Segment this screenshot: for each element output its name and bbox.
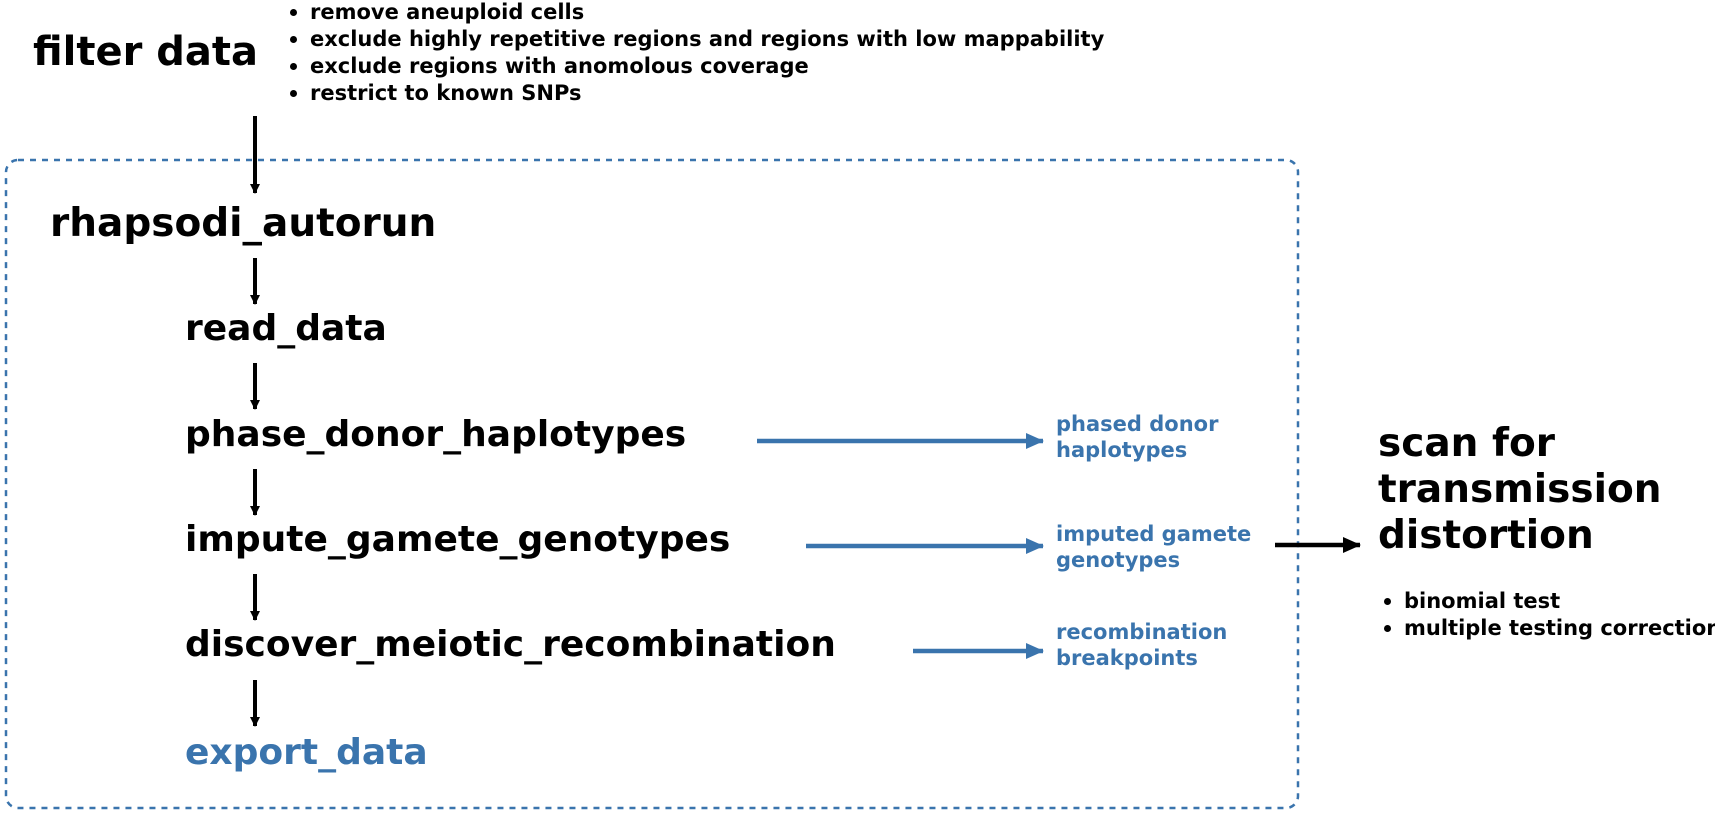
- scan-title-line: scan for: [1378, 421, 1555, 466]
- output-line: breakpoints: [1056, 646, 1198, 670]
- scan-title-line: distortion: [1378, 513, 1594, 558]
- step-read-data: read_data: [185, 308, 387, 349]
- output-line: haplotypes: [1056, 438, 1188, 462]
- step-rhapsodi-autorun: rhapsodi_autorun: [50, 201, 437, 246]
- output-phased-donor-haplotypes: phased donor haplotypes: [1056, 411, 1218, 463]
- filter-bullet: remove aneuploid cells: [286, 0, 1104, 26]
- filter-bullet-list: remove aneuploid cells exclude highly re…: [286, 0, 1104, 107]
- step-export-data: export_data: [185, 732, 428, 773]
- filter-bullet: restrict to known SNPs: [286, 80, 1104, 107]
- output-line: imputed gamete: [1056, 522, 1252, 546]
- output-line: phased donor: [1056, 412, 1219, 436]
- output-line: genotypes: [1056, 548, 1181, 572]
- scan-bullet: multiple testing correction: [1380, 615, 1715, 642]
- step-impute-gamete-genotypes: impute_gamete_genotypes: [185, 519, 731, 560]
- filter-bullet: exclude highly repetitive regions and re…: [286, 26, 1104, 53]
- autorun-container-box: [4, 158, 1300, 810]
- scan-title: scan for transmission distortion: [1378, 421, 1662, 559]
- output-line: recombination: [1056, 620, 1228, 644]
- step-phase-donor-haplotypes: phase_donor_haplotypes: [185, 414, 687, 455]
- filter-bullet: exclude regions with anomolous coverage: [286, 53, 1104, 80]
- output-recombination-breakpoints: recombination breakpoints: [1056, 619, 1227, 671]
- step-discover-meiotic-recombination: discover_meiotic_recombination: [185, 624, 836, 665]
- filter-data-title: filter data: [33, 29, 258, 75]
- scan-bullet: binomial test: [1380, 588, 1715, 615]
- output-imputed-gamete-genotypes: imputed gamete genotypes: [1056, 521, 1251, 573]
- scan-bullet-list: binomial test multiple testing correctio…: [1380, 588, 1715, 642]
- scan-title-line: transmission: [1378, 467, 1662, 512]
